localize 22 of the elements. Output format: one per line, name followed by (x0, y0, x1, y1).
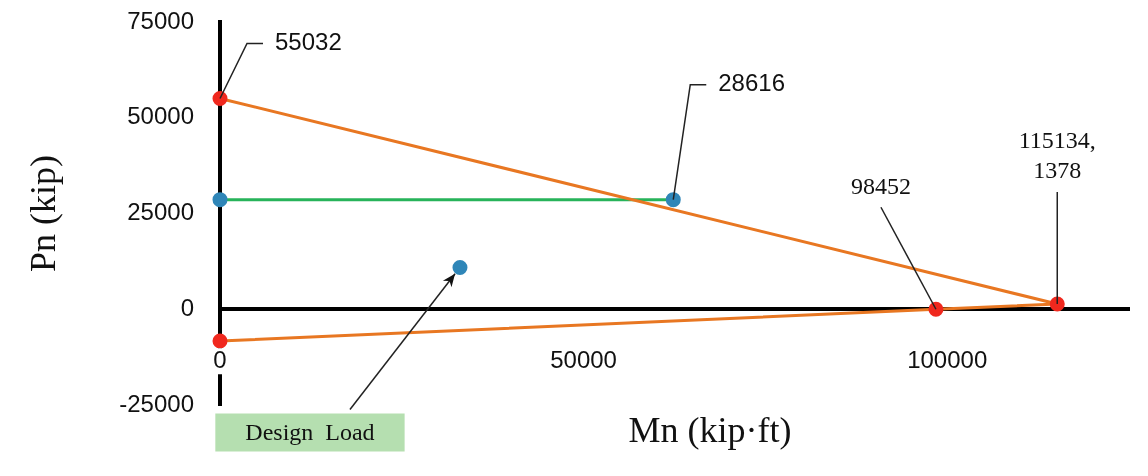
point (212, 333, 228, 349)
y-tick-label: -25000 (119, 389, 194, 417)
point (212, 192, 228, 208)
x-tick-label: 50000 (550, 345, 617, 373)
y-tick-label: 75000 (127, 6, 194, 34)
point (928, 301, 944, 317)
y-tick-label: 0 (180, 293, 194, 321)
annotation: 98452 (850, 172, 911, 199)
x-tick-label: 0 (213, 345, 227, 373)
point (212, 90, 228, 106)
point (665, 192, 681, 208)
annotation: 115134, 1378 (1018, 127, 1096, 184)
y-axis-title: Pn (kip) (23, 155, 64, 272)
point (452, 260, 468, 275)
annotation: 55032 (275, 28, 342, 56)
x-axis-title: Mn (kip·ft) (628, 410, 792, 451)
point (1049, 296, 1065, 312)
y-tick-label: 50000 (127, 102, 194, 130)
y-tick-label: 25000 (127, 198, 194, 226)
x-tick-label: 100000 (907, 345, 988, 373)
annotation: Design Load (245, 418, 375, 445)
annotation: 28616 (718, 69, 786, 97)
